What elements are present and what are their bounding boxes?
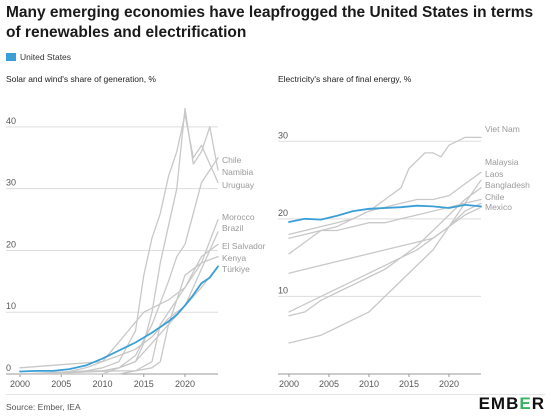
chart-electricity: 10 20 30 2000 2005 2010 2015 2020 Viet Nam Malays…	[278, 124, 530, 389]
series-label-uruguay: Uruguay	[222, 180, 255, 190]
series-line-mexico	[288, 206, 482, 274]
y-tick-label-20: 20	[6, 239, 16, 249]
series-line-united-states	[288, 204, 482, 223]
chart-title: Many emerging economies have leapfrogged…	[6, 4, 534, 41]
panel-title-solar-wind: Solar and wind's share of generation, %	[6, 74, 156, 84]
y-tick-label-30: 30	[278, 130, 288, 140]
y-tick-label-40: 40	[6, 116, 16, 126]
series-line-bangladesh	[288, 187, 482, 317]
legend-swatch-united-states	[6, 53, 16, 61]
series-label-morocco: Morocco	[222, 212, 255, 222]
series-label-mexico: Mexico	[485, 202, 512, 212]
x-tick-label-2015: 2015	[134, 379, 154, 389]
x-tick-label-2020: 2020	[439, 379, 459, 389]
x-tick-label-2005: 2005	[319, 379, 339, 389]
ember-logo: EMBER	[479, 394, 545, 414]
source-note: Source: Ember, IEA	[6, 402, 81, 412]
y-tick-label-20: 20	[278, 208, 288, 218]
series-line-kenya	[19, 255, 219, 375]
series-line-viet-nam	[288, 136, 482, 255]
y-tick-label-10: 10	[6, 301, 16, 311]
series-label-namibia: Namibia	[222, 167, 253, 177]
y-tick-label-30: 30	[6, 178, 16, 188]
legend-label-united-states: United States	[20, 52, 72, 62]
logo-text-c: R	[531, 394, 545, 413]
series-line-namibia	[19, 107, 219, 375]
series-line-morocco	[19, 218, 219, 369]
series-line-malaysia	[288, 171, 482, 236]
series-label-chile: Chile	[485, 192, 505, 202]
x-tick-label-2000: 2000	[10, 379, 30, 389]
series-label-t-rkiye: Türkiye	[222, 264, 250, 274]
panel-title-electricity: Electricity's share of final energy, %	[278, 74, 412, 84]
series-label-chile: Chile	[222, 155, 242, 165]
x-tick-label-2010: 2010	[92, 379, 112, 389]
series-label-el-salvador: El Salvador	[222, 241, 266, 251]
y-tick-label-0: 0	[6, 363, 11, 373]
y-tick-label-10: 10	[278, 285, 288, 295]
series-label-brazil: Brazil	[222, 223, 243, 233]
chart-solar-wind: 0 10 20 30 40 2000 2005 2010 2015 2020 Chile Namibi…	[6, 107, 266, 389]
legend: United States	[6, 52, 71, 62]
series-line-brazil	[19, 231, 219, 375]
series-label-malaysia: Malaysia	[485, 157, 519, 167]
series-line-uruguay	[19, 113, 219, 375]
series-line-other-country	[288, 202, 482, 313]
footer-divider	[6, 394, 545, 395]
logo-text-a: EMB	[478, 394, 520, 413]
series-label-viet-nam: Viet Nam	[485, 124, 520, 134]
x-tick-label-2000: 2000	[279, 379, 299, 389]
series-line-laos	[288, 179, 482, 344]
x-tick-label-2020: 2020	[175, 379, 195, 389]
series-label-laos: Laos	[485, 169, 503, 179]
x-tick-label-2015: 2015	[399, 379, 419, 389]
x-tick-label-2005: 2005	[51, 379, 71, 389]
series-line-united-states	[19, 265, 219, 373]
series-label-bangladesh: Bangladesh	[485, 180, 530, 190]
series-label-kenya: Kenya	[222, 253, 246, 263]
logo-text-b: E	[519, 394, 532, 413]
x-tick-label-2010: 2010	[359, 379, 379, 389]
series-line-el-salvador	[19, 243, 219, 375]
